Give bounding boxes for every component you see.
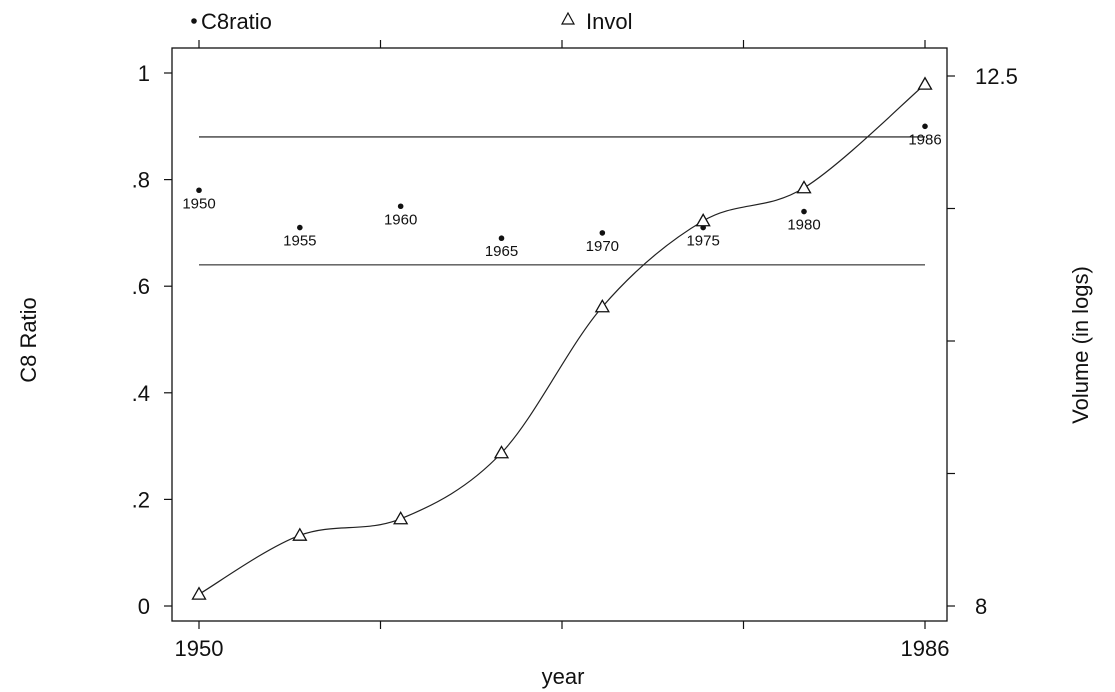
invol-smooth-line: [198, 83, 926, 595]
c8ratio-point-label: 1965: [485, 243, 518, 260]
c8ratio-point: [599, 230, 606, 236]
y-left-tick-label: .4: [132, 381, 150, 406]
y-left-tick-label: .2: [132, 487, 150, 512]
y-left-tick-label: 1: [138, 61, 150, 86]
series-layer: 1950 1955 1960 1965 1970 1975 1980 1986: [182, 76, 942, 600]
x-tick-label: 1986: [901, 636, 950, 661]
c8ratio-point-label: 1955: [283, 233, 316, 250]
invol-point: [796, 180, 812, 194]
y-left-tick-label: .6: [132, 274, 150, 299]
c8ratio-point: [922, 123, 928, 130]
c8ratio-point-label: 1980: [787, 217, 820, 234]
invol-point: [493, 445, 510, 459]
invol-point: [917, 76, 933, 90]
legend-label-c8ratio: C8ratio: [201, 9, 272, 34]
y-right-tick-label: 12.5: [975, 64, 1018, 89]
y-axis-left-title: C8 Ratio: [16, 297, 41, 383]
invol-point: [594, 299, 610, 313]
ticks-layer: 0 .2 .4 .6 .8 1 8 12.5 1950 1986: [132, 40, 1018, 661]
y-right-tick-label: 8: [975, 594, 987, 619]
y-left-tick-label: 0: [138, 594, 150, 619]
legend: C8ratio Invol: [191, 9, 632, 34]
c8ratio-point-label: 1975: [686, 233, 719, 250]
invol-point: [191, 586, 207, 600]
legend-label-invol: Invol: [586, 9, 632, 34]
invol-point: [292, 527, 308, 541]
c8ratio-point-label: 1950: [182, 195, 215, 212]
legend-dot-marker: [191, 18, 197, 24]
x-axis-title: year: [542, 664, 585, 689]
c8ratio-point: [498, 235, 505, 242]
legend-triangle-marker: [560, 11, 576, 25]
c8ratio-point-label: 1970: [586, 238, 619, 255]
c8ratio-point-label: 1960: [384, 211, 417, 228]
c8ratio-point: [801, 208, 807, 215]
x-tick-label: 1950: [175, 636, 224, 661]
c8ratio-point: [297, 224, 303, 231]
y-left-tick-label: .8: [132, 168, 150, 193]
invol-point: [695, 213, 711, 227]
plot-area: [171, 47, 948, 622]
c8ratio-point: [196, 187, 202, 194]
invol-point: [393, 511, 409, 525]
c8ratio-point-label: 1986: [908, 131, 941, 148]
c8ratio-point: [397, 203, 404, 210]
y-axis-right-title: Volume (in logs): [1068, 266, 1093, 424]
reference-lines: [199, 136, 925, 266]
